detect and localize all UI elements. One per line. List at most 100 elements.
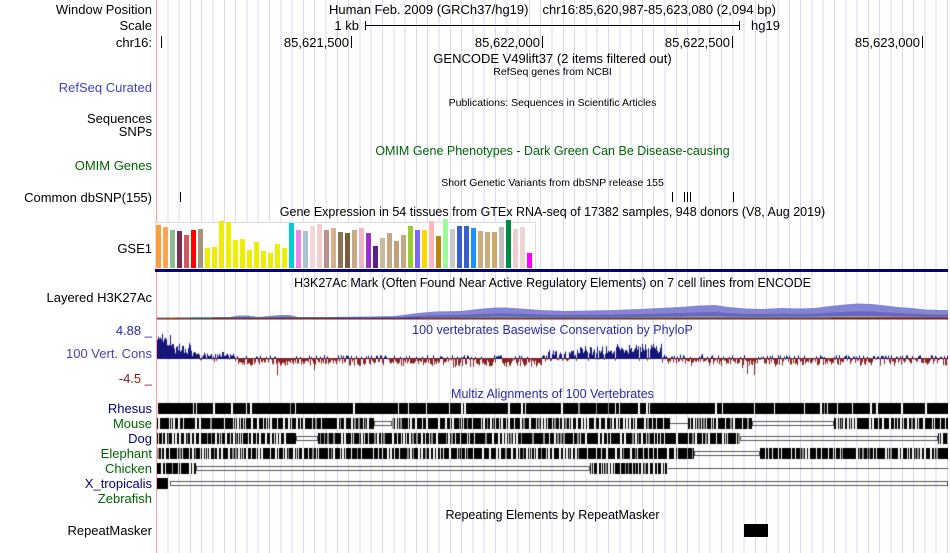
gtex-bar-22[interactable] bbox=[310, 226, 315, 268]
gtex-bar-38[interactable] bbox=[422, 230, 427, 268]
gtex-bar-44[interactable] bbox=[464, 226, 469, 268]
track-label-cons-max[interactable]: 4.88 _ bbox=[115, 323, 152, 338]
track-title-pubs: Publications: Sequences in Scientific Ar… bbox=[448, 97, 657, 109]
track-label-species-zebrafish[interactable]: Zebrafish bbox=[97, 491, 152, 506]
gtex-bar-8[interactable] bbox=[212, 247, 217, 268]
gtex-bar-26[interactable] bbox=[338, 232, 343, 268]
gtex-bar-25[interactable] bbox=[331, 228, 336, 268]
multiz-alignment-rows[interactable] bbox=[157, 401, 948, 505]
gtex-bar-15[interactable] bbox=[261, 251, 266, 268]
gtex-bar-24[interactable] bbox=[324, 230, 329, 268]
window-left-edge-line bbox=[156, 0, 157, 553]
track-label-repeatmasker[interactable]: RepeatMasker bbox=[67, 523, 152, 538]
track-label-refseq-curated[interactable]: RefSeq Curated bbox=[58, 80, 152, 95]
gtex-bar-17[interactable] bbox=[275, 244, 280, 268]
gtex-bar-43[interactable] bbox=[457, 226, 462, 268]
gtex-bar-36[interactable] bbox=[408, 226, 413, 268]
gtex-bar-13[interactable] bbox=[247, 250, 252, 268]
gtex-bar-14[interactable] bbox=[254, 242, 259, 268]
track-label-snps[interactable]: SNPs bbox=[118, 124, 152, 139]
dbsnp-tick-4[interactable] bbox=[690, 192, 691, 202]
gtex-bar-6[interactable] bbox=[198, 229, 203, 268]
track-label-species-mouse[interactable]: Mouse bbox=[112, 416, 152, 431]
track-label-common-dbsnp[interactable]: Common dbSNP(155) bbox=[24, 190, 152, 205]
gtex-bar-30[interactable] bbox=[366, 233, 371, 268]
track-title-omim: OMIM Gene Phenotypes - Dark Green Can Be… bbox=[375, 144, 730, 158]
track-title-multiz: Multiz Alignments of 100 Vertebrates bbox=[451, 387, 654, 401]
gtex-bar-31[interactable] bbox=[373, 246, 378, 268]
gtex-bar-46[interactable] bbox=[478, 231, 483, 268]
gtex-bar-34[interactable] bbox=[394, 241, 399, 268]
track-label-layered-h3k27ac[interactable]: Layered H3K27Ac bbox=[46, 290, 152, 305]
gtex-bar-39[interactable] bbox=[429, 221, 434, 268]
track-label-species-dog[interactable]: Dog bbox=[128, 431, 152, 446]
track-label-window-position[interactable]: Window Position bbox=[55, 2, 152, 17]
gtex-bar-53[interactable] bbox=[527, 253, 532, 268]
gtex-bar-11[interactable] bbox=[233, 240, 238, 268]
gtex-bar-1[interactable] bbox=[163, 227, 168, 268]
track-label-sequences[interactable]: Sequences bbox=[86, 111, 152, 126]
gtex-bar-42[interactable] bbox=[450, 229, 455, 268]
gtex-bar-33[interactable] bbox=[387, 233, 392, 268]
gtex-bar-5[interactable] bbox=[191, 230, 196, 268]
gtex-bar-4[interactable] bbox=[184, 235, 189, 268]
assembly-title: Human Feb. 2009 (GRCh37/hg19) bbox=[329, 2, 529, 17]
gtex-bar-10[interactable] bbox=[226, 222, 231, 268]
gtex-bar-47[interactable] bbox=[485, 232, 490, 268]
gtex-bar-48[interactable] bbox=[492, 232, 497, 268]
track-title-dbsnp: Short Genetic Variants from dbSNP releas… bbox=[441, 177, 664, 189]
gtex-bar-41[interactable] bbox=[443, 219, 448, 268]
gtex-bar-18[interactable] bbox=[282, 248, 287, 268]
scale-bar-line bbox=[365, 25, 740, 26]
dbsnp-tick-0[interactable] bbox=[180, 192, 181, 202]
ruler-number-1: 85,622,000 bbox=[474, 35, 540, 50]
gtex-bar-52[interactable] bbox=[520, 227, 525, 268]
gtex-bar-19[interactable] bbox=[289, 223, 294, 268]
track-label-species-xtropicalis[interactable]: X_tropicalis bbox=[84, 476, 152, 491]
gtex-bar-9[interactable] bbox=[219, 221, 224, 268]
gtex-baseline bbox=[155, 269, 948, 272]
gtex-bar-51[interactable] bbox=[513, 229, 518, 268]
dbsnp-tick-1[interactable] bbox=[672, 192, 673, 202]
gtex-bar-40[interactable] bbox=[436, 236, 441, 268]
track-label-chrom[interactable]: chr16: bbox=[115, 35, 152, 50]
gtex-bar-3[interactable] bbox=[177, 231, 182, 268]
track-label-cons-min[interactable]: -4.5 _ bbox=[118, 371, 152, 386]
gtex-bar-35[interactable] bbox=[401, 235, 406, 268]
gtex-bar-7[interactable] bbox=[205, 248, 210, 268]
dbsnp-tick-3[interactable] bbox=[687, 192, 688, 202]
gtex-bar-20[interactable] bbox=[296, 230, 301, 268]
phylop-conservation-wiggle[interactable] bbox=[157, 330, 948, 386]
gtex-bar-12[interactable] bbox=[240, 239, 245, 268]
track-label-omim-genes[interactable]: OMIM Genes bbox=[74, 158, 152, 173]
gtex-bar-23[interactable] bbox=[317, 224, 322, 268]
track-label-scale[interactable]: Scale bbox=[119, 18, 152, 33]
track-label-vert-cons[interactable]: 100 Vert. Cons bbox=[66, 346, 152, 361]
gtex-bar-49[interactable] bbox=[499, 227, 504, 268]
gtex-bar-28[interactable] bbox=[352, 230, 357, 268]
gtex-bar-50[interactable] bbox=[506, 220, 511, 268]
genome-label: hg19 bbox=[751, 18, 780, 33]
track-label-species-elephant[interactable]: Elephant bbox=[100, 446, 152, 461]
repeatmasker-element[interactable] bbox=[744, 524, 768, 537]
gtex-bar-37[interactable] bbox=[415, 230, 420, 268]
gtex-bar-2[interactable] bbox=[170, 230, 175, 268]
h3k27ac-base-strip bbox=[880, 317, 948, 319]
gtex-bar-45[interactable] bbox=[471, 228, 476, 268]
gtex-bar-16[interactable] bbox=[268, 253, 273, 268]
track-label-species-chicken[interactable]: Chicken bbox=[105, 461, 152, 476]
ruler-tick-2 bbox=[732, 36, 733, 48]
gtex-bar-27[interactable] bbox=[345, 233, 350, 268]
layered-h3k27ac-signal[interactable] bbox=[157, 298, 948, 322]
position-title: Human Feb. 2009 (GRCh37/hg19) chr16:85,62… bbox=[157, 2, 948, 17]
dbsnp-tick-5[interactable] bbox=[733, 192, 734, 202]
dbsnp-tick-2[interactable] bbox=[684, 192, 685, 202]
gtex-bar-0[interactable] bbox=[156, 225, 161, 268]
h3k27ac-base-strip bbox=[212, 317, 330, 319]
gtex-bar-21[interactable] bbox=[303, 231, 308, 268]
gtex-bar-32[interactable] bbox=[380, 238, 385, 268]
track-label-gse1[interactable]: GSE1 bbox=[117, 241, 152, 256]
gtex-bar-29[interactable] bbox=[359, 228, 364, 268]
track-label-species-rhesus[interactable]: Rhesus bbox=[107, 401, 152, 416]
h3k27ac-base-strip bbox=[420, 317, 830, 319]
